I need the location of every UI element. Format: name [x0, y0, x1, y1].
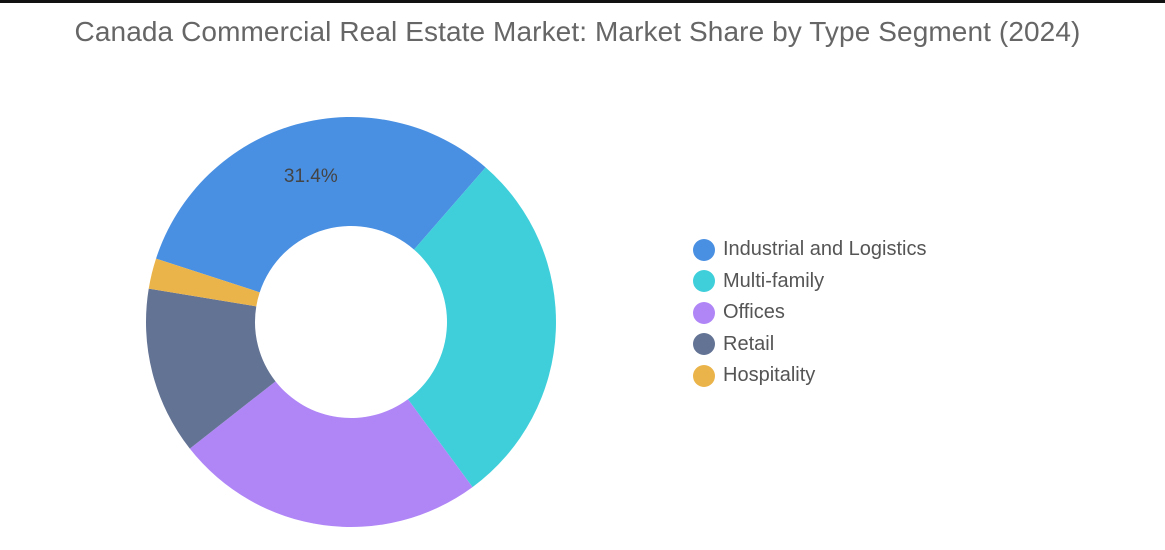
donut-slices — [145, 117, 556, 527]
legend-label: Multi-family — [723, 269, 825, 292]
legend: Industrial and Logistics Multi-family Offi… — [693, 234, 926, 392]
slice-industrial-and-logistics[interactable] — [156, 117, 486, 293]
legend-label: Retail — [723, 332, 775, 355]
legend-swatch — [693, 364, 715, 387]
legend-swatch — [693, 270, 715, 293]
legend-swatch — [693, 238, 715, 261]
slice-hospitality[interactable] — [148, 258, 260, 307]
legend-item-industrial-and-logistics[interactable]: Industrial and Logistics — [693, 234, 926, 266]
legend-item-offices[interactable]: Offices — [693, 297, 926, 329]
legend-item-hospitality[interactable]: Hospitality — [693, 360, 926, 392]
slice-offices[interactable] — [189, 381, 473, 527]
legend-swatch — [693, 333, 715, 356]
legend-item-multi-family[interactable]: Multi-family — [693, 266, 926, 298]
slice-multi-family[interactable] — [407, 167, 556, 488]
legend-label: Industrial and Logistics — [723, 238, 927, 261]
legend-label: Hospitality — [723, 364, 816, 387]
legend-swatch — [693, 301, 715, 324]
data-labels: 31.4% — [284, 166, 338, 187]
legend-item-retail[interactable]: Retail — [693, 329, 926, 361]
slice-retail[interactable] — [145, 288, 276, 449]
chart-title: Canada Commercial Real Estate Market: Ma… — [74, 16, 1081, 47]
legend-label: Offices — [723, 301, 785, 324]
top-border — [0, 0, 1165, 3]
data-label-industrial-and-logistics: 31.4% — [284, 166, 338, 187]
